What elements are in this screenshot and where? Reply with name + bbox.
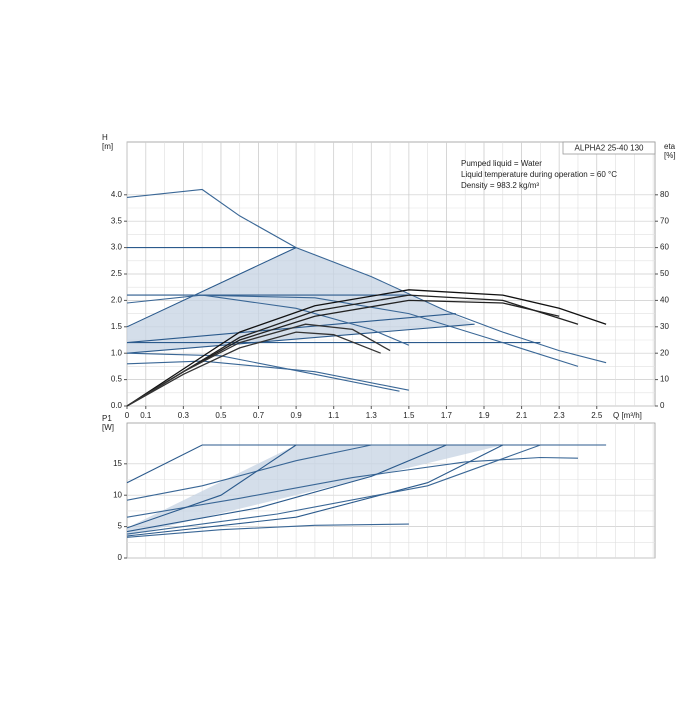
curve xyxy=(126,444,409,501)
x-tick-label: 2.1 xyxy=(516,411,528,420)
x-tick-label: 0.3 xyxy=(178,411,190,420)
info-box xyxy=(562,141,656,155)
curve xyxy=(126,523,409,538)
x-tick-label: 0.9 xyxy=(291,411,303,420)
y-tick-label: 2.5 xyxy=(111,269,123,278)
x-tick-label: 1.1 xyxy=(328,411,340,420)
y2-tick-label: 10 xyxy=(660,375,669,384)
y-tick-label: 3.0 xyxy=(111,243,123,252)
x-tick-label: 2.3 xyxy=(554,411,566,420)
x-tick-label: 0.5 xyxy=(215,411,227,420)
y-tick-label: 0.5 xyxy=(111,375,123,384)
x-tick-label: 1.9 xyxy=(478,411,490,420)
x-tick-label: 2.5 xyxy=(591,411,603,420)
info-line: Liquid temperature during operation = 60… xyxy=(461,170,617,179)
x-tick-label: 1.5 xyxy=(403,411,415,420)
efficiency-curve xyxy=(126,289,607,407)
x-tick-label: 1.7 xyxy=(441,411,453,420)
y2-axis-label: eta xyxy=(664,142,676,151)
info-title: ALPHA2 25-40 130 xyxy=(575,144,644,153)
y-tick-label: 0 xyxy=(118,553,123,562)
y-tick-label: 1.0 xyxy=(111,348,123,357)
curve xyxy=(126,352,400,392)
curve xyxy=(192,294,579,367)
x-axis-label: Q [m³/h] xyxy=(613,411,642,420)
y-tick-label: 5 xyxy=(118,522,123,531)
curve xyxy=(126,444,607,484)
y-axis-unit: [W] xyxy=(102,423,114,432)
y2-tick-label: 60 xyxy=(660,243,669,252)
y2-axis-unit: [%] xyxy=(664,151,676,160)
efficiency-curve xyxy=(126,331,381,407)
efficiency-curve xyxy=(126,323,391,407)
y-tick-label: 15 xyxy=(113,459,122,468)
curve xyxy=(126,188,607,364)
y-tick-label: 3.5 xyxy=(111,216,123,225)
y2-tick-label: 30 xyxy=(660,322,669,331)
x-tick-label: 1.3 xyxy=(366,411,378,420)
y-axis-unit: [m] xyxy=(102,142,113,151)
y2-tick-label: 20 xyxy=(660,348,669,357)
y2-tick-label: 70 xyxy=(660,216,669,225)
y-axis-label: H xyxy=(102,133,108,142)
curve xyxy=(126,360,410,391)
y-axis-label: P1 xyxy=(102,414,112,423)
y-tick-label: 0.0 xyxy=(111,401,123,410)
y2-tick-label: 80 xyxy=(660,190,669,199)
y2-tick-label: 0 xyxy=(660,401,665,410)
curve xyxy=(126,247,297,328)
curve xyxy=(126,444,297,529)
operating-area xyxy=(127,247,475,354)
y2-tick-label: 50 xyxy=(660,269,669,278)
x-tick-label: 0.1 xyxy=(140,411,152,420)
operating-area xyxy=(127,445,503,536)
y-tick-label: 10 xyxy=(113,490,122,499)
info-line: Pumped liquid = Water xyxy=(461,159,542,168)
curve xyxy=(126,294,410,346)
curve xyxy=(126,323,475,354)
y-tick-label: 4.0 xyxy=(111,190,123,199)
y-tick-label: 1.5 xyxy=(111,322,123,331)
x-tick-label: 0 xyxy=(125,411,130,420)
y2-tick-label: 40 xyxy=(660,296,669,305)
curve xyxy=(126,456,579,518)
y-tick-label: 2.0 xyxy=(111,296,123,305)
curve xyxy=(126,444,504,537)
curve xyxy=(126,444,541,535)
curve xyxy=(126,444,447,533)
info-line: Density = 983.2 kg/m³ xyxy=(461,181,539,190)
x-tick-label: 0.7 xyxy=(253,411,265,420)
